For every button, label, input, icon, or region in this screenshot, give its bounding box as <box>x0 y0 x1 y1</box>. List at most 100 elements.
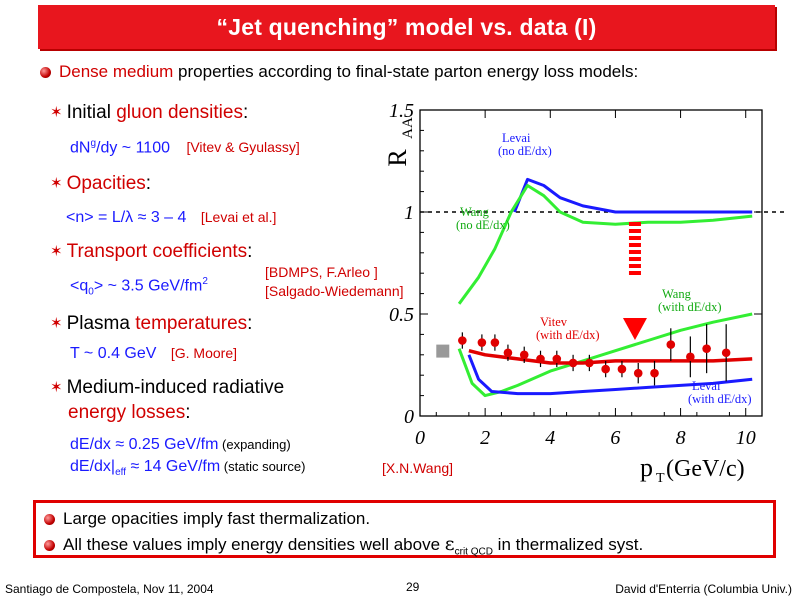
annotation-1-line1: Wang <box>460 205 490 219</box>
intro-bullet: Dense medium properties according to fin… <box>40 62 638 82</box>
model-curve-0 <box>513 177 753 214</box>
footer-author: David d'Enterria (Columbia Univ.) <box>615 582 792 596</box>
y-axis-label-sub: AA <box>400 117 416 139</box>
star-bullet-icon: ✶ <box>50 243 63 260</box>
arrow-dash <box>628 243 641 247</box>
intro-highlight: Dense medium <box>59 62 174 81</box>
arrow-dash <box>628 271 641 275</box>
data-point <box>536 354 545 364</box>
plot-frame <box>419 109 763 417</box>
x-tick-label: 8 <box>676 427 686 449</box>
y-tick-label: 0 <box>404 406 414 428</box>
footer-venue: Santiago de Compostela, Nov 11, 2004 <box>5 582 214 596</box>
x-tick-label: 4 <box>545 427 555 449</box>
value-opacity: <n> = L/λ ≈ 3 – 4 [Levai et al.] <box>66 209 277 226</box>
page-number: 29 <box>406 580 420 594</box>
data-point <box>686 352 695 362</box>
arrow-dash <box>628 257 641 261</box>
intro-text: properties according to final-state part… <box>173 62 639 81</box>
data-point <box>503 348 513 358</box>
annotation-2-line1: Wang <box>662 287 692 301</box>
arrow-dash <box>628 264 641 268</box>
y-tick-label: 1 <box>404 202 414 224</box>
reference-bdmps: [BDMPS, F.Arleo ] <box>265 264 378 280</box>
data-point <box>666 340 676 349</box>
reference-xnwang: [X.N.Wang] <box>382 460 454 476</box>
annotation-0-line1: Levai <box>502 131 531 145</box>
title-bar: “Jet quenching” model vs. data (I) <box>38 5 775 49</box>
conclusion-line-1: Large opacities imply fast thermalizatio… <box>44 509 370 529</box>
model-curve-4 <box>467 354 753 396</box>
arrow-dash <box>628 222 641 226</box>
slide-title: “Jet quenching” model vs. data (I) <box>216 13 597 40</box>
value-eloss-expanding: dE/dx ≈ 0.25 GeV/fm (expanding) <box>70 436 291 453</box>
x-tick-label: 0 <box>415 427 425 449</box>
data-point <box>650 368 659 378</box>
annotation-1-line2: (no dE/dx) <box>456 218 510 232</box>
reference: [Vitev & Gyulassy] <box>186 139 300 156</box>
annotation-3-line2: (with dE/dx) <box>536 328 600 342</box>
data-point <box>552 354 562 364</box>
y-tick-label: 0.5 <box>389 304 414 326</box>
x-axis-label-sub: T <box>656 471 665 486</box>
data-point <box>519 350 529 360</box>
section-opacities: ✶ Opacities: <box>50 173 152 194</box>
value-gluon: dNg/dy ~ 1100 [Vitev & Gyulassy] <box>70 138 300 157</box>
data-point <box>585 358 594 368</box>
value-transport: <q0> ~ 3.5 GeV/fm2 <box>70 276 208 298</box>
section-highlight: temperatures <box>135 313 248 334</box>
bullet-icon <box>44 514 55 526</box>
annotation-4-line1: Levai <box>692 379 721 393</box>
conclusion-box: Large opacities imply fast thermalizatio… <box>33 500 776 558</box>
section-highlight: Transport coefficients <box>66 241 248 262</box>
star-bullet-icon: ✶ <box>50 104 63 121</box>
x-axis-label: p <box>640 453 653 482</box>
section-highlight: gluon densities <box>116 102 243 123</box>
arrow-dash <box>628 250 641 254</box>
x-tick-label: 6 <box>610 427 620 449</box>
bullet-icon <box>44 540 55 552</box>
section-transport: ✶ Transport coefficients: <box>50 241 253 262</box>
conclusion-line-2: All these values imply energy densities … <box>44 533 643 557</box>
data-point <box>633 368 643 378</box>
section-gluon-densities: ✶ Initial gluon densities: <box>50 102 249 123</box>
y-tick-label: 1.5 <box>389 100 414 122</box>
annotation-0-line2: (no dE/dx) <box>498 144 552 158</box>
arrow-dash <box>628 236 641 240</box>
x-tick-label: 10 <box>736 427 756 449</box>
model-curve-3 <box>468 349 753 365</box>
reference: [G. Moore] <box>170 345 238 361</box>
model-curve-2 <box>457 312 753 398</box>
section-energy-loss: ✶ Medium-induced radiative <box>50 377 285 398</box>
model-curve-1 <box>457 184 753 305</box>
annotation-4-line2: (with dE/dx) <box>688 392 752 406</box>
arrow-head <box>622 318 647 340</box>
star-bullet-icon: ✶ <box>50 315 63 332</box>
section-highlight: energy losses <box>68 402 186 423</box>
annotation-2-line2: (with dE/dx) <box>658 300 722 314</box>
star-bullet-icon: ✶ <box>50 175 63 192</box>
bullet-icon <box>40 67 51 79</box>
y-axis-label: R <box>383 149 412 167</box>
reference-salgado: [Salgado-Wiedemann] <box>265 283 404 299</box>
data-point <box>490 338 500 347</box>
data-point <box>601 364 610 374</box>
annotation-3-line1: Vitev <box>540 315 568 329</box>
section-energy-loss-line2: energy losses: <box>68 402 191 423</box>
data-point <box>458 336 467 345</box>
arrow-dash <box>628 229 641 233</box>
data-point <box>617 364 627 374</box>
data-point <box>568 358 578 368</box>
value-eloss-static: dE/dx|eff ≈ 14 GeV/fm (static source) <box>70 458 306 479</box>
x-axis-label-unit: (GeV/c) <box>666 456 745 482</box>
section-temperatures: ✶ Plasma temperatures: <box>50 313 253 334</box>
data-point <box>702 344 711 353</box>
x-tick-label: 2 <box>480 427 490 449</box>
systematic-box <box>436 344 450 358</box>
star-bullet-icon: ✶ <box>50 379 63 396</box>
section-highlight: Opacities <box>66 173 146 194</box>
data-point <box>477 338 487 347</box>
reference: [Levai et al.] <box>200 209 277 225</box>
data-point <box>721 348 731 358</box>
